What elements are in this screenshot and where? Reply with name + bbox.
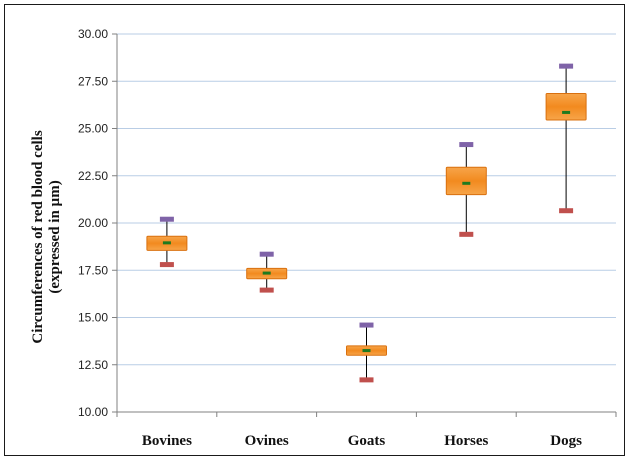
x-tick-label: Dogs <box>550 433 582 449</box>
y-tick-label: 25.00 <box>78 122 108 136</box>
box-series <box>146 63 587 383</box>
y-tick-label: 30.00 <box>78 27 108 41</box>
box-ovines <box>246 251 288 293</box>
box-bovines <box>146 216 188 268</box>
median-marker <box>362 349 371 353</box>
min-marker <box>559 208 574 214</box>
min-marker <box>359 377 374 383</box>
median-marker <box>162 241 171 245</box>
max-marker <box>159 216 174 222</box>
box-horses <box>445 142 487 237</box>
chart-border <box>4 4 625 456</box>
median-marker <box>562 110 571 114</box>
y-tick-label: 27.50 <box>78 74 108 88</box>
max-marker <box>459 142 474 148</box>
x-tick-label: Horses <box>444 433 488 449</box>
min-marker <box>159 262 174 268</box>
x-tick-label: Bovines <box>142 433 192 449</box>
box-goats <box>346 322 387 383</box>
min-marker <box>459 231 474 237</box>
median-marker <box>462 181 471 185</box>
y-tick-label: 17.50 <box>78 263 108 277</box>
y-axis-title: Circumferences of red blood cells (expre… <box>30 130 63 343</box>
gridlines <box>117 33 616 366</box>
y-axis-title-line2: (expressed in µm) <box>47 180 63 293</box>
axes: 10.00 12.50 15.00 17.50 20.00 22.50 25.00 27.50… <box>78 27 617 449</box>
min-marker <box>259 287 274 293</box>
y-tick-label: 10.00 <box>78 405 108 419</box>
y-tick-label: 20.00 <box>78 216 108 230</box>
x-tick-label: Goats <box>348 433 386 449</box>
max-marker <box>359 322 374 328</box>
y-tick-label: 12.50 <box>78 358 108 372</box>
box-dogs <box>545 63 587 214</box>
median-marker <box>262 271 271 275</box>
y-tick-label: 22.50 <box>78 169 108 183</box>
max-marker <box>559 63 574 69</box>
iqr-box <box>445 166 487 196</box>
x-tick-label: Ovines <box>245 433 289 449</box>
y-axis-title-line1: Circumferences of red blood cells <box>30 130 46 343</box>
y-tick-label: 15.00 <box>78 311 108 325</box>
iqr-box <box>545 93 587 121</box>
max-marker <box>259 251 274 257</box>
